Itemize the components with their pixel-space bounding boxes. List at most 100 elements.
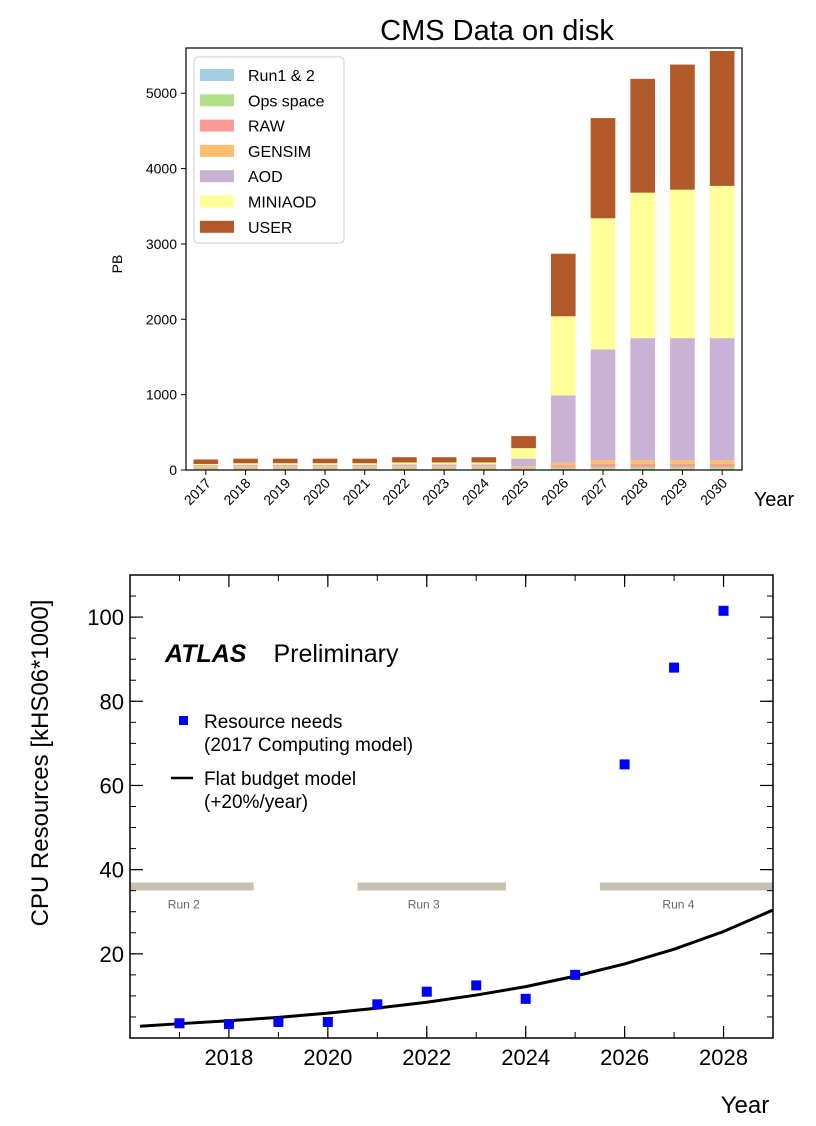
bar-user-2017 bbox=[193, 459, 219, 464]
bar-gensim-2025 bbox=[511, 466, 536, 468]
bar-ops-space-2023 bbox=[431, 468, 457, 470]
bar-raw-2028 bbox=[630, 463, 656, 467]
bar-ops-space-2025 bbox=[511, 468, 536, 470]
bar-user-2029 bbox=[670, 64, 695, 190]
bar-gensim-2017 bbox=[193, 466, 219, 468]
run-period-bar-run-4 bbox=[599, 882, 773, 891]
resource-point-2028 bbox=[718, 605, 729, 616]
bar-aod-2023 bbox=[431, 464, 457, 467]
atlas-ylabel: CPU Resources [kHS06*1000] bbox=[27, 600, 54, 927]
bar-user-2026 bbox=[550, 253, 576, 317]
bar-raw-2023 bbox=[431, 467, 457, 469]
resource-point-2027 bbox=[669, 662, 680, 673]
y-tick-label-5000: 5000 bbox=[146, 85, 177, 101]
x-tick-label-2024: 2024 bbox=[459, 475, 492, 508]
bar-user-2018 bbox=[233, 458, 258, 464]
x-tick-label-2024: 2024 bbox=[501, 1045, 550, 1070]
run-period-label-run-3: Run 3 bbox=[408, 897, 440, 911]
bar-miniaod-2022 bbox=[392, 462, 417, 465]
y-tick-label-0: 0 bbox=[169, 462, 177, 478]
bar-raw-2021 bbox=[352, 467, 378, 469]
bar-user-2027 bbox=[590, 118, 616, 219]
bar-gensim-2019 bbox=[272, 466, 298, 468]
resource-point-2022 bbox=[421, 986, 432, 997]
legend-label-raw: RAW bbox=[248, 119, 286, 136]
flat-budget-line bbox=[139, 908, 774, 1028]
bar-ops-space-2017 bbox=[193, 468, 219, 470]
x-tick-label-2019: 2019 bbox=[260, 475, 293, 508]
bar-user-2022 bbox=[392, 457, 417, 463]
bar-user-2021 bbox=[352, 458, 378, 464]
bar-aod-2030 bbox=[709, 338, 735, 461]
bar-gensim-2029 bbox=[670, 460, 695, 464]
bar-raw-2022 bbox=[392, 467, 417, 469]
x-tick-label-2026: 2026 bbox=[600, 1045, 649, 1070]
bar-aod-2029 bbox=[670, 338, 695, 461]
bar-gensim-2026 bbox=[550, 462, 576, 466]
bar-ops-space-2029 bbox=[670, 466, 695, 470]
bar-gensim-2021 bbox=[352, 466, 378, 468]
bar-raw-2029 bbox=[670, 463, 695, 467]
bar-raw-2024 bbox=[471, 467, 497, 469]
legend-marker-resource-needs bbox=[179, 716, 188, 725]
bar-ops-space-2018 bbox=[233, 468, 258, 470]
bar-gensim-2027 bbox=[590, 460, 616, 464]
bar-user-2024 bbox=[471, 457, 497, 463]
x-tick-label-2027: 2027 bbox=[578, 475, 611, 508]
x-tick-label-2023: 2023 bbox=[419, 475, 452, 508]
legend-swatch-ops-space bbox=[200, 94, 234, 107]
legend-swatch-miniaod bbox=[200, 195, 234, 208]
x-tick-label-2022: 2022 bbox=[379, 475, 412, 508]
bar-miniaod-2023 bbox=[431, 462, 457, 465]
y-tick-label-1000: 1000 bbox=[146, 387, 177, 403]
bar-miniaod-2024 bbox=[471, 462, 497, 465]
x-tick-label-2028: 2028 bbox=[699, 1045, 748, 1070]
bar-ops-space-2027 bbox=[590, 466, 616, 470]
resource-point-2021 bbox=[372, 999, 383, 1010]
legend-label-ops-space: Ops space bbox=[248, 93, 325, 110]
resource-point-2025 bbox=[570, 969, 581, 980]
x-tick-label-2021: 2021 bbox=[339, 475, 372, 508]
bar-ops-space-2028 bbox=[630, 466, 656, 470]
resource-point-2026 bbox=[619, 759, 630, 770]
bar-raw-2017 bbox=[193, 467, 219, 469]
resource-point-2017 bbox=[174, 1018, 185, 1029]
bar-aod-2020 bbox=[312, 464, 338, 467]
legend-label-run1-2: Run1 & 2 bbox=[248, 68, 315, 85]
bar-gensim-2028 bbox=[630, 460, 656, 464]
cms-xlabel: Year bbox=[754, 489, 795, 511]
atlas-chart: Run 2 Run 3 Run 4 2018 2020 2022 2024 2026 2028 2… bbox=[27, 574, 774, 1119]
legend-swatch-raw bbox=[200, 119, 234, 132]
bar-miniaod-2027 bbox=[590, 218, 616, 350]
x-tick-label-2030: 2030 bbox=[697, 475, 730, 508]
y-tick-label-100: 100 bbox=[87, 605, 124, 630]
legend-swatch-run1-2 bbox=[200, 69, 234, 81]
run-period-label-run-2: Run 2 bbox=[168, 897, 200, 911]
bar-aod-2025 bbox=[511, 458, 536, 467]
legend-label-flat-budget: Flat budget model bbox=[204, 769, 356, 790]
atlas-xlabel: Year bbox=[721, 1092, 770, 1119]
x-tick-label-2028: 2028 bbox=[617, 475, 650, 508]
bar-raw-2018 bbox=[233, 467, 258, 469]
x-tick-label-2026: 2026 bbox=[538, 475, 571, 508]
bar-miniaod-2018 bbox=[233, 463, 258, 465]
bar-miniaod-2021 bbox=[352, 463, 378, 465]
bar-ops-space-2022 bbox=[392, 468, 417, 470]
legend-label-resource-needs: Resource needs bbox=[204, 712, 342, 733]
x-tick-label-2029: 2029 bbox=[657, 475, 690, 508]
y-tick-label-20: 20 bbox=[100, 942, 124, 967]
y-tick-label-2000: 2000 bbox=[146, 311, 177, 327]
y-tick-label-60: 60 bbox=[100, 773, 124, 798]
bar-miniaod-2020 bbox=[312, 463, 338, 465]
bar-raw-2025 bbox=[511, 467, 536, 469]
resource-point-2023 bbox=[471, 980, 482, 991]
legend-label-gensim: GENSIM bbox=[248, 144, 311, 161]
atlas-plot-frame bbox=[129, 574, 774, 1039]
bar-miniaod-2025 bbox=[511, 448, 536, 459]
bar-user-2028 bbox=[630, 78, 656, 193]
bar-gensim-2022 bbox=[392, 466, 417, 468]
resource-point-2019 bbox=[273, 1017, 284, 1028]
bar-aod-2017 bbox=[193, 465, 219, 467]
bar-aod-2022 bbox=[392, 464, 417, 467]
y-tick-label-4000: 4000 bbox=[146, 161, 177, 177]
